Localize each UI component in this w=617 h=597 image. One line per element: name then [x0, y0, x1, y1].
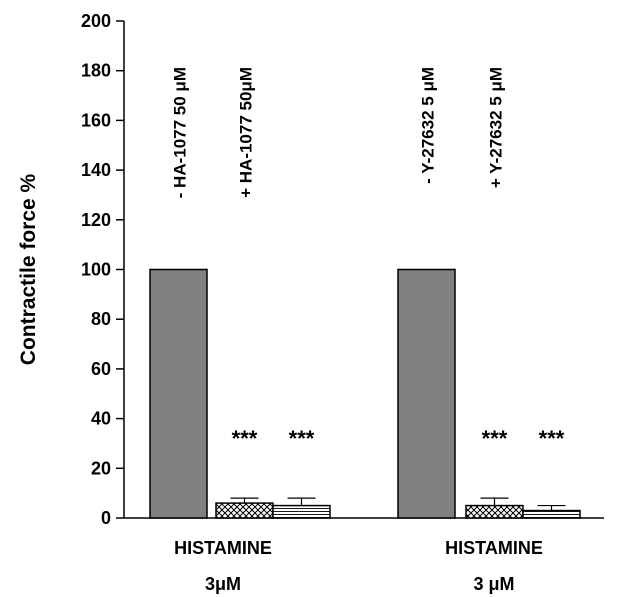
bar	[466, 506, 523, 518]
bars	[150, 270, 580, 519]
significance-label: ***	[232, 426, 258, 451]
y-tick-label: 40	[91, 409, 111, 429]
y-tick-label: 140	[81, 160, 111, 180]
bar	[150, 270, 207, 519]
y-tick-label: 180	[81, 61, 111, 81]
significance-label: ***	[539, 426, 565, 451]
y-tick-label: 0	[101, 508, 111, 528]
bar	[523, 511, 580, 518]
y-tick-label: 100	[81, 260, 111, 280]
group-concentration-label: 3 μM	[473, 574, 514, 594]
group-label: HISTAMINE	[445, 538, 543, 558]
bar	[273, 506, 330, 518]
bar	[216, 503, 273, 518]
significance-label: ***	[482, 426, 508, 451]
bar-treatment-label: - Y-27632 5 μM	[419, 67, 438, 184]
y-tick-label: 60	[91, 359, 111, 379]
y-axis-title: Contractile force %	[17, 173, 40, 365]
bar	[398, 270, 455, 519]
bar-treatment-label: + HA-1077 50μM	[237, 67, 256, 198]
group-label: HISTAMINE	[174, 538, 272, 558]
significance-label: ***	[289, 426, 315, 451]
y-tick-label: 120	[81, 210, 111, 230]
group-concentration-label: 3μM	[205, 574, 241, 594]
y-tick-label: 80	[91, 309, 111, 329]
bar-treatment-label: - HA-1077 50 μM	[171, 67, 190, 198]
y-tick-label: 200	[81, 11, 111, 31]
y-tick-label: 20	[91, 458, 111, 478]
bar-treatment-label: + Y-27632 5 μM	[487, 67, 506, 188]
y-tick-label: 160	[81, 110, 111, 130]
